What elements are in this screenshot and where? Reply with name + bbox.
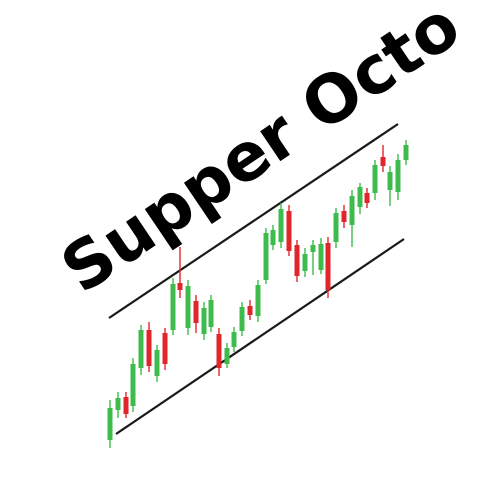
candle-bearish bbox=[325, 237, 331, 298]
candle-body bbox=[130, 364, 136, 406]
candle-body bbox=[364, 193, 370, 203]
candle-bullish bbox=[310, 240, 316, 275]
candle-body bbox=[372, 165, 378, 193]
candle-body bbox=[208, 300, 214, 327]
candle-body bbox=[325, 243, 331, 290]
candle-bullish bbox=[403, 140, 409, 165]
candle-bearish bbox=[177, 247, 183, 298]
candle-body bbox=[270, 230, 276, 245]
candle-bearish bbox=[364, 188, 370, 208]
candle-bullish bbox=[278, 203, 284, 248]
candle-body bbox=[318, 244, 324, 270]
lower-channel-line bbox=[115, 238, 405, 435]
candle-bearish bbox=[341, 205, 347, 228]
candle-bullish bbox=[231, 327, 237, 352]
candle-body bbox=[170, 284, 176, 330]
candle-body bbox=[201, 308, 207, 334]
candle-bullish bbox=[270, 225, 276, 250]
candle-bullish bbox=[357, 183, 363, 214]
candle-bearish bbox=[162, 328, 168, 370]
candle-bearish bbox=[146, 322, 152, 372]
candle-body bbox=[224, 348, 230, 364]
candle-body bbox=[154, 350, 160, 376]
candle-bearish bbox=[193, 295, 199, 333]
candle-bearish bbox=[294, 240, 300, 282]
upper-channel-line bbox=[108, 123, 399, 319]
candle-body bbox=[216, 334, 222, 368]
candle-body bbox=[341, 211, 347, 222]
candle-bearish bbox=[286, 205, 292, 256]
candlestick-group bbox=[107, 140, 409, 448]
candle-body bbox=[239, 307, 245, 331]
candle-body bbox=[255, 285, 261, 316]
candle-bearish bbox=[380, 145, 386, 172]
candle-body bbox=[349, 196, 355, 225]
candle-body bbox=[278, 209, 284, 242]
candle-body bbox=[107, 408, 113, 440]
candle-body bbox=[146, 330, 152, 366]
candle-body bbox=[380, 157, 386, 166]
candle-body bbox=[193, 301, 199, 323]
candle-body bbox=[123, 397, 129, 414]
candle-bullish bbox=[185, 280, 191, 335]
candle-bullish bbox=[208, 295, 214, 332]
candle-bullish bbox=[239, 302, 245, 336]
candle-bullish bbox=[255, 280, 261, 322]
candle-bullish bbox=[115, 392, 121, 418]
candle-bearish bbox=[123, 392, 129, 418]
candle-body bbox=[162, 333, 168, 364]
candle-body bbox=[177, 283, 183, 290]
candle-bullish bbox=[395, 154, 401, 200]
candle-bullish bbox=[107, 400, 113, 448]
candle-bearish bbox=[216, 328, 222, 376]
candle-body bbox=[333, 213, 339, 242]
candle-bullish bbox=[263, 228, 269, 284]
candle-bullish bbox=[201, 302, 207, 340]
candle-body bbox=[138, 330, 144, 368]
candle-body bbox=[395, 160, 401, 192]
candle-bullish bbox=[349, 190, 355, 247]
candle-body bbox=[387, 172, 393, 190]
candle-body bbox=[302, 254, 308, 271]
candle-bullish bbox=[154, 345, 160, 382]
candle-bullish bbox=[302, 248, 308, 277]
candle-bullish bbox=[372, 160, 378, 200]
candle-body bbox=[357, 187, 363, 207]
candle-body bbox=[247, 306, 253, 315]
candle-bullish bbox=[138, 325, 144, 375]
candle-body bbox=[263, 233, 269, 280]
candle-body bbox=[403, 145, 409, 160]
candle-body bbox=[185, 286, 191, 328]
candle-body bbox=[310, 245, 316, 252]
candle-bearish bbox=[247, 300, 253, 320]
candle-bullish bbox=[130, 358, 136, 412]
candle-bullish bbox=[170, 278, 176, 335]
candle-bullish bbox=[387, 166, 393, 206]
candle-bullish bbox=[318, 238, 324, 274]
candle-body bbox=[115, 398, 121, 410]
candle-bullish bbox=[224, 343, 230, 368]
candle-body bbox=[286, 211, 292, 251]
candle-body bbox=[231, 332, 237, 347]
candle-bullish bbox=[333, 208, 339, 248]
candle-body bbox=[294, 245, 300, 276]
